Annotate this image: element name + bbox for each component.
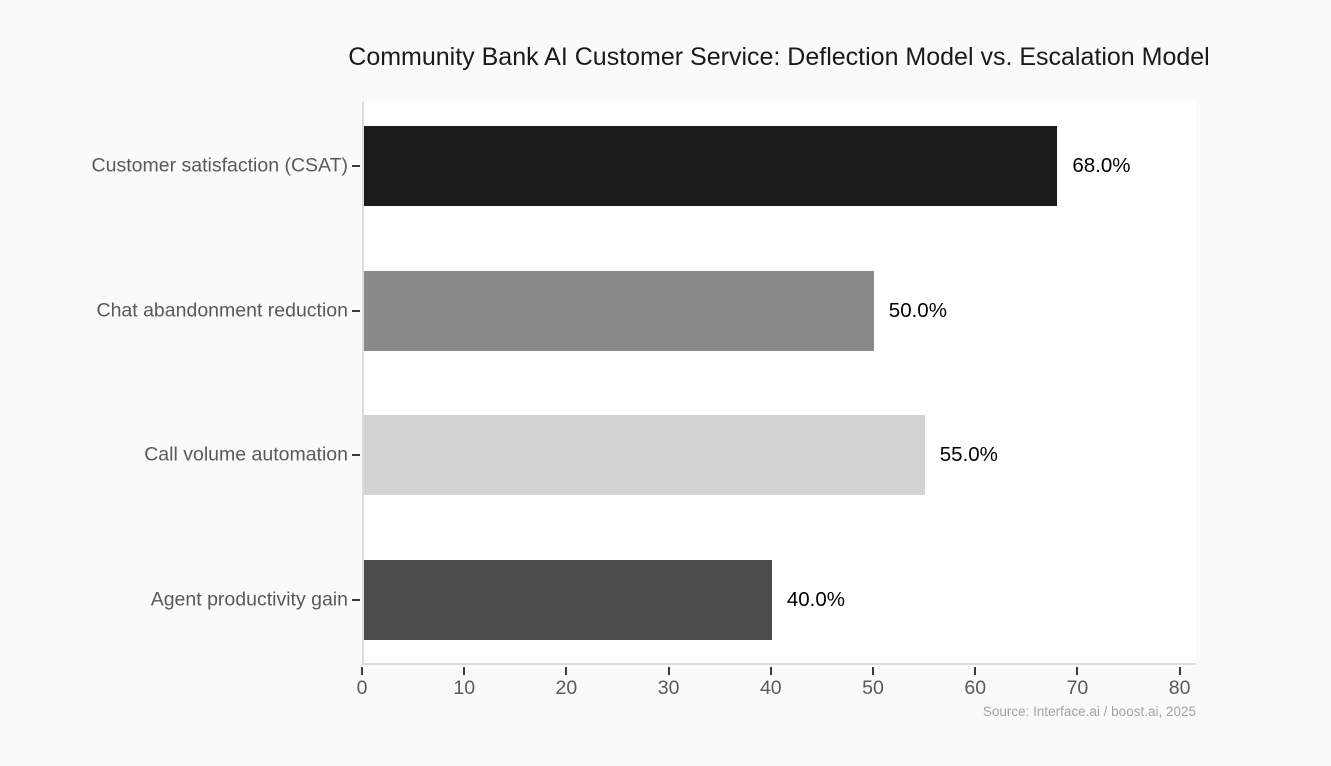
x-tick-mark — [1178, 667, 1181, 675]
x-tick-label: 20 — [555, 677, 578, 699]
x-tick-label: 60 — [964, 677, 987, 699]
x-tick-label: 80 — [1168, 677, 1191, 699]
x-axis: 0 10 20 30 40 50 60 70 80 — [357, 665, 1196, 725]
category-label: Agent productivity gain — [150, 588, 348, 611]
x-tick-label: 50 — [862, 677, 884, 699]
source-note: Source: Interface.ai / boost.ai, 2025 — [982, 704, 1196, 719]
bar — [364, 126, 1058, 206]
bar-value-label: 68.0% — [1072, 154, 1131, 177]
x-tick-mark — [1076, 667, 1079, 675]
category-tick-mark — [352, 454, 360, 456]
category-label: Chat abandonment reduction — [96, 299, 348, 322]
x-tick-label: 30 — [657, 677, 680, 699]
x-tick-label: 40 — [759, 677, 782, 699]
x-tick-label: 0 — [356, 677, 368, 699]
bar-value-label: 40.0% — [786, 588, 845, 611]
category-tick-mark — [352, 165, 360, 167]
plot-area: Customer satisfaction (CSAT) 68.0% Chat ab… — [92, 101, 1196, 665]
x-tick-mark — [361, 667, 363, 675]
chart-row: Customer satisfaction (CSAT) 68.0% — [92, 126, 1196, 206]
x-tick-mark — [974, 667, 977, 675]
x-tick-mark — [769, 667, 772, 675]
x-tick-mark — [667, 667, 670, 675]
chart-row: Agent productivity gain 40.0% — [151, 560, 1196, 640]
category-tick-mark — [352, 310, 360, 312]
bar-value-label: 50.0% — [888, 299, 947, 322]
x-tick-mark — [872, 667, 875, 675]
chart-title: Community Bank AI Customer Service: Defl… — [348, 43, 1210, 71]
x-tick-label: 70 — [1066, 677, 1089, 699]
x-tick-mark — [565, 667, 568, 675]
chart-row: Call volume automation 55.0% — [144, 415, 1196, 495]
x-tick-mark — [463, 667, 466, 675]
category-tick-mark — [352, 599, 360, 601]
x-tick-label: 10 — [453, 677, 476, 699]
bar — [364, 560, 772, 640]
bar — [364, 271, 874, 351]
chart-row: Chat abandonment reduction 50.0% — [96, 271, 1196, 351]
bar-value-label: 55.0% — [939, 443, 998, 466]
category-label: Call volume automation — [144, 443, 348, 466]
category-label: Customer satisfaction (CSAT) — [91, 154, 348, 177]
bar — [364, 415, 925, 495]
